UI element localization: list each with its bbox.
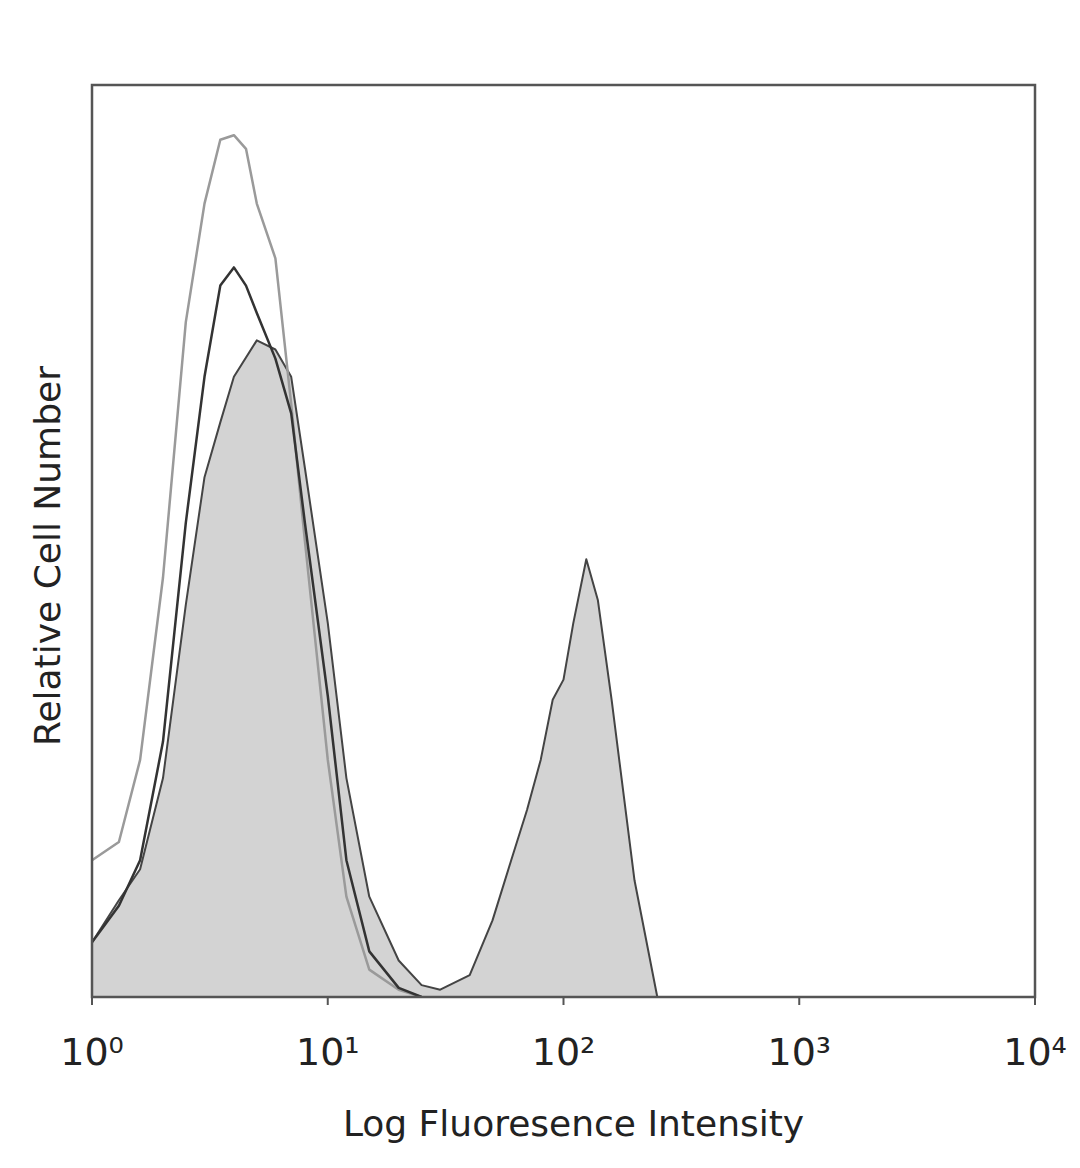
x-tick-label: 10² <box>532 1030 596 1074</box>
line-series <box>92 267 422 997</box>
line-series <box>92 135 422 997</box>
area-series <box>92 340 657 997</box>
x-tick <box>1034 997 1036 1005</box>
x-tick <box>563 997 565 1005</box>
x-tick-label: 10³ <box>767 1030 831 1074</box>
x-tick-label: 10¹ <box>296 1030 360 1074</box>
plot-area <box>92 135 657 997</box>
chart: 10⁰ 10¹ 10² 10³ 10⁴ Log Fluoresence Intensity… <box>0 0 1080 1168</box>
x-tick-label: 10⁴ <box>1003 1030 1067 1074</box>
x-axis-label: Log Fluoresence Intensity <box>343 1103 804 1144</box>
plot-frame <box>92 85 1035 997</box>
x-tick <box>798 997 800 1005</box>
x-tick <box>327 997 329 1005</box>
y-axis-label: Relative Cell Number <box>27 366 68 746</box>
x-tick-label: 10⁰ <box>60 1030 124 1074</box>
x-tick <box>91 997 93 1005</box>
